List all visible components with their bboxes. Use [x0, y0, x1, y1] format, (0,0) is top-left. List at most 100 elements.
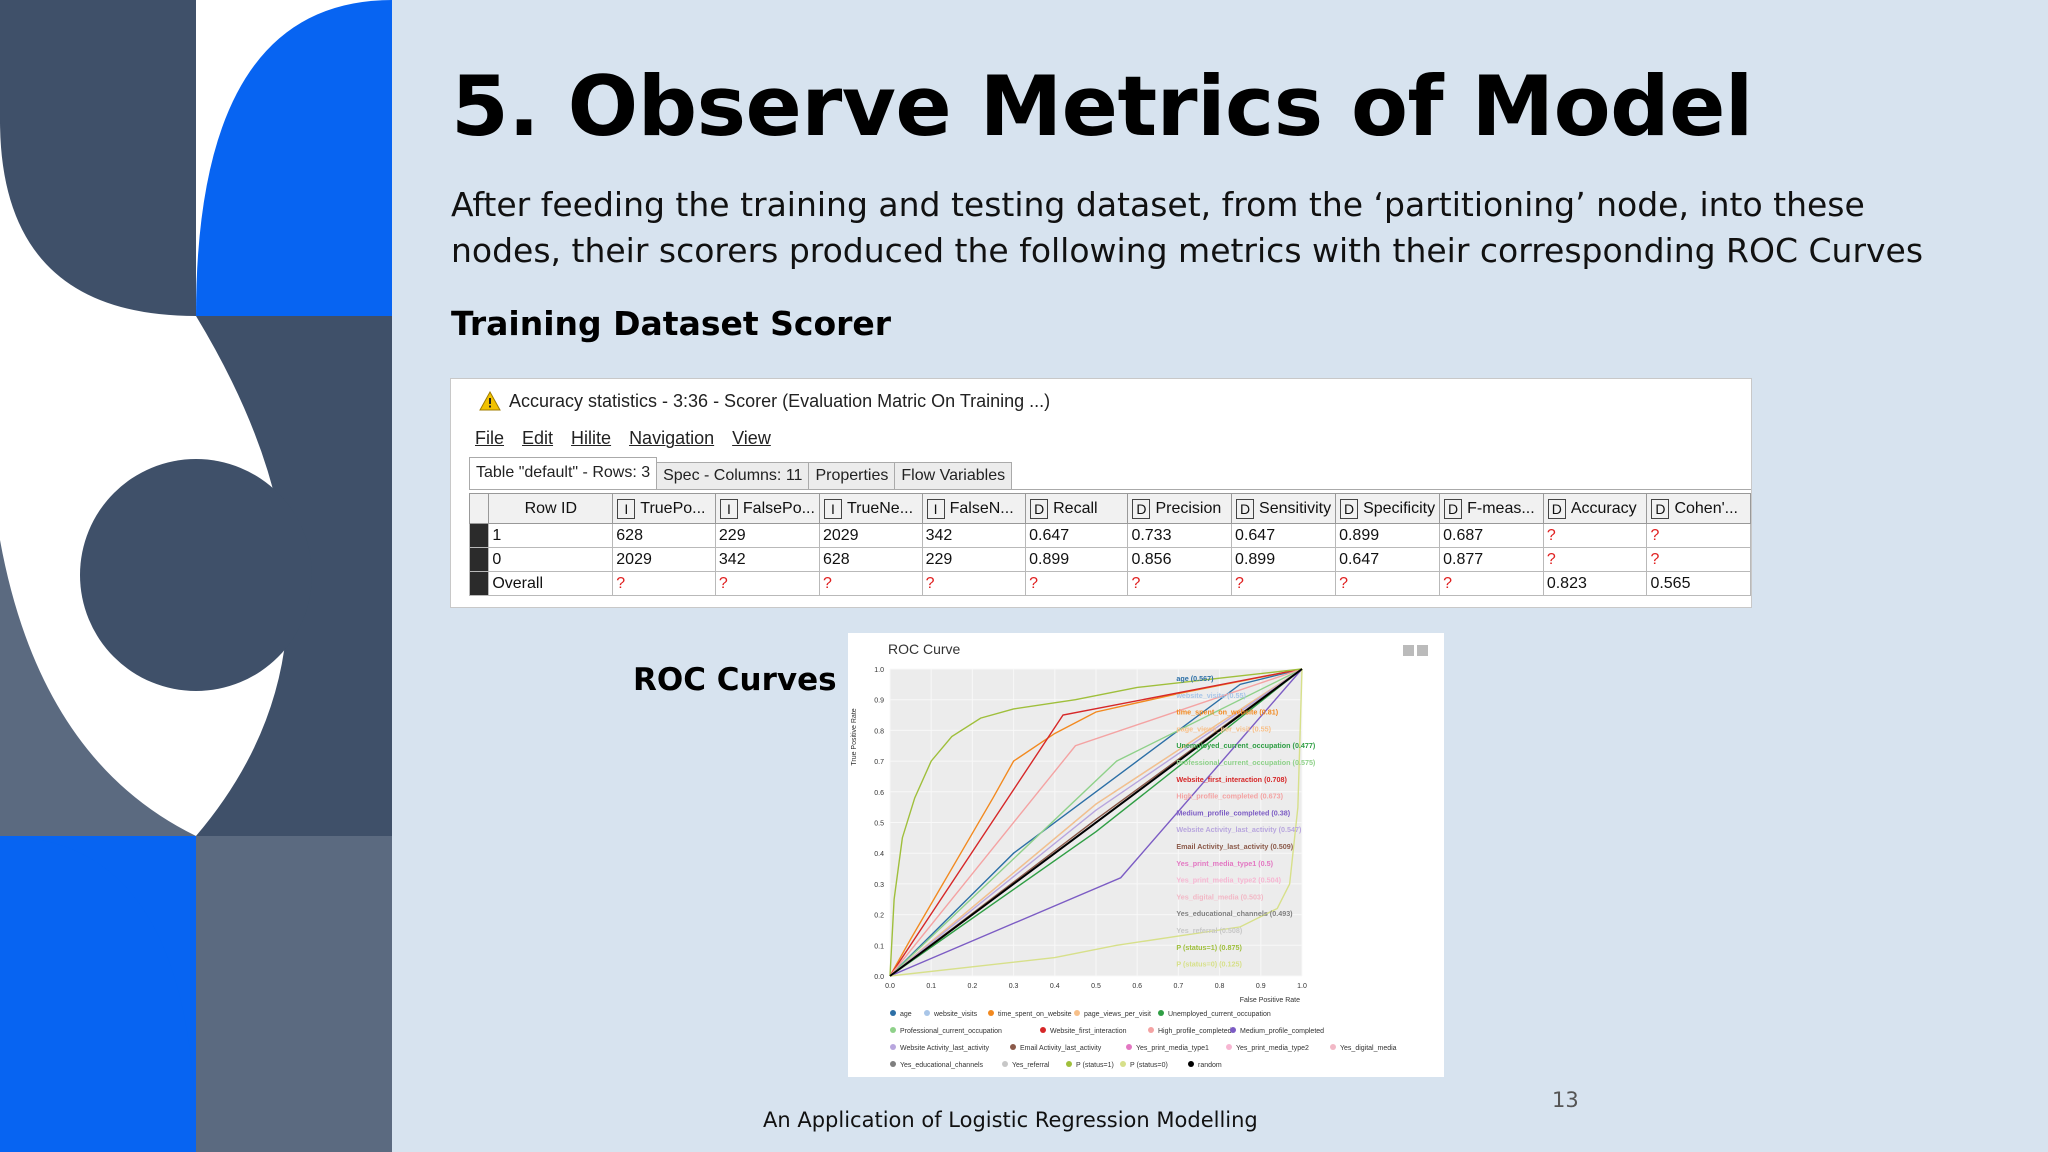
auc-label: Yes_educational_channels (0.493)	[1176, 909, 1293, 918]
menu-hilite[interactable]: Hilite	[571, 428, 612, 448]
auc-label: Website_first_interaction (0.708)	[1176, 775, 1287, 784]
table-cell: ?	[1542, 523, 1648, 548]
legend-label: random	[1198, 1062, 1222, 1069]
row-id-cell: 1	[488, 523, 614, 548]
column-header[interactable]: I FalseN...	[921, 493, 1027, 524]
y-tick-label: 0.6	[874, 790, 884, 797]
legend-label: P (status=0)	[1130, 1062, 1168, 1069]
table-cell: ?	[1542, 547, 1648, 572]
scorer-window: Accuracy statistics - 3:36 - Scorer (Eva…	[450, 378, 1752, 608]
window-title-bar: Accuracy statistics - 3:36 - Scorer (Eva…	[479, 389, 1050, 413]
table-cell: 2029	[612, 547, 716, 572]
table-cell: 628	[818, 547, 923, 572]
roc-curve-series	[889, 668, 1303, 977]
column-type-badge: I	[719, 498, 738, 519]
warning-triangle-icon	[479, 391, 501, 411]
column-header[interactable]: D Specificity	[1335, 493, 1441, 524]
menu-edit[interactable]: Edit	[522, 428, 554, 448]
tab-table[interactable]: Table "default" - Rows: 3	[469, 457, 658, 489]
column-header-label: Recall	[1053, 499, 1098, 517]
legend-marker	[1040, 1027, 1046, 1033]
tab-spec[interactable]: Spec - Columns: 11	[656, 462, 810, 489]
table-cell: ?	[1025, 571, 1129, 596]
y-tick-label: 0.0	[874, 974, 884, 981]
column-type-badge: D	[1340, 498, 1359, 519]
auc-label: Website Activity_last_activity (0.547)	[1176, 825, 1302, 834]
tab-flow-variables[interactable]: Flow Variables	[894, 462, 1013, 489]
column-header[interactable]: D Precision	[1127, 493, 1233, 524]
legend-label: Unemployed_current_occupation	[1168, 1011, 1271, 1018]
tab-bar: Table "default" - Rows: 3 Spec - Columns…	[469, 457, 1751, 490]
table-cell: ?	[612, 571, 716, 596]
auc-label: Email Activity_last_activity (0.509)	[1176, 842, 1293, 851]
row-id-cell: Overall	[488, 571, 614, 596]
column-header-label: F-meas...	[1467, 499, 1535, 517]
roc-curve-series	[889, 668, 1303, 977]
x-tick-label: 0.8	[1215, 983, 1225, 990]
legend-marker	[924, 1010, 930, 1016]
page-number: 13	[1552, 1088, 1579, 1112]
legend-label: Yes_educational_channels	[900, 1062, 984, 1069]
legend-marker	[1226, 1044, 1232, 1050]
roc-curve-series	[889, 668, 1303, 977]
menu-navigation[interactable]: Navigation	[629, 428, 715, 448]
legend-marker	[890, 1061, 896, 1067]
table-cell: 0.877	[1439, 547, 1544, 572]
y-tick-label: 1.0	[874, 667, 884, 674]
legend-label: P (status=1)	[1076, 1062, 1114, 1069]
column-header[interactable]: Row ID	[488, 493, 614, 524]
legend-marker	[890, 1044, 896, 1050]
column-header[interactable]: I TrueNe...	[818, 493, 923, 524]
y-tick-label: 0.4	[874, 851, 884, 858]
menu-view[interactable]: View	[732, 428, 771, 448]
column-header[interactable]: D F-meas...	[1439, 493, 1544, 524]
table-cell: 0.565	[1646, 571, 1751, 596]
column-header-label: Sensitivity	[1259, 499, 1332, 517]
column-type-badge: D	[1132, 498, 1151, 519]
table-row[interactable]: 0 2029 342 628 229 0.899 0.856 0.899 0.647 0.877?…	[468, 547, 1751, 572]
table-cell: ?	[921, 571, 1027, 596]
table-cell: 0.899	[1025, 547, 1129, 572]
roc-label: ROC Curves	[633, 662, 837, 698]
table-row[interactable]: 1 628 229 2029 342 0.647 0.733 0.647 0.899 0.687?…	[468, 523, 1751, 548]
legend-marker	[1330, 1044, 1336, 1050]
tab-properties[interactable]: Properties	[808, 462, 896, 489]
auc-label: Yes_print_media_type1 (0.5)	[1176, 859, 1273, 868]
auc-label: age (0.567)	[1176, 674, 1214, 683]
roc-curve-series	[889, 668, 1303, 977]
x-tick-label: 0.6	[1132, 983, 1142, 990]
column-header[interactable]: I FalsePo...	[714, 493, 820, 524]
table-cell: ?	[1127, 571, 1233, 596]
roc-curve-series	[889, 668, 1303, 977]
x-tick-label: 0.0	[885, 983, 895, 990]
column-header-label: Row ID	[524, 499, 578, 517]
roc-curve-series	[889, 668, 1303, 977]
legend-marker	[890, 1027, 896, 1033]
column-header[interactable]: D Cohen'...	[1646, 493, 1751, 524]
legend-label: Yes_print_media_type2	[1236, 1045, 1309, 1052]
table-cell: 2029	[818, 523, 923, 548]
table-cell: ?	[714, 571, 820, 596]
legend-marker	[1074, 1010, 1080, 1016]
menu-file[interactable]: File	[475, 428, 505, 448]
legend-label: High_profile_completed	[1158, 1028, 1232, 1035]
y-tick-label: 0.7	[874, 759, 884, 766]
table-cell: 628	[612, 523, 716, 548]
legend-marker	[1066, 1061, 1072, 1067]
column-header-label: Accuracy	[1570, 499, 1637, 517]
column-type-badge: D	[1651, 498, 1670, 519]
decorative-shapes	[0, 0, 392, 1152]
column-type-badge: I	[926, 498, 945, 519]
table-header-row: Row ID I TruePo... I FalsePo... I TrueNe... I Fa…	[468, 493, 1751, 524]
table-cell: 0.856	[1127, 547, 1233, 572]
auc-label: P (status=0) (0.125)	[1176, 960, 1242, 969]
table-cell: 0.899	[1335, 523, 1441, 548]
column-header[interactable]: I TruePo...	[612, 493, 716, 524]
expand-icon	[1403, 645, 1414, 656]
column-header[interactable]: D Sensitivity	[1231, 493, 1337, 524]
column-header[interactable]: D Accuracy	[1542, 493, 1648, 524]
roc-curve-series	[889, 668, 1303, 977]
column-header[interactable]: D Recall	[1025, 493, 1129, 524]
legend-label: Professional_current_occupation	[900, 1028, 1002, 1035]
table-row[interactable]: Overall????????? 0.823 0.565	[468, 571, 1751, 596]
